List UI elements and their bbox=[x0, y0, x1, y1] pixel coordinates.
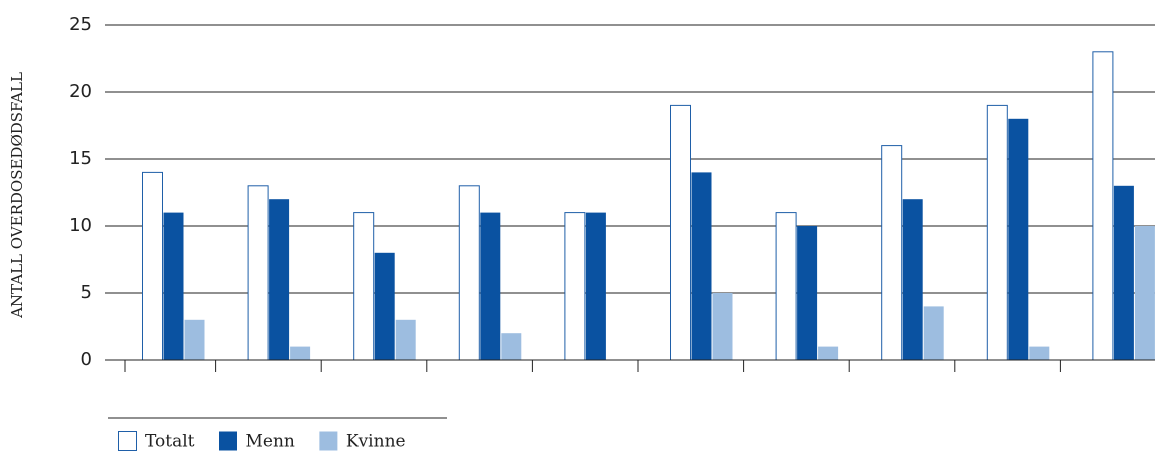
bar bbox=[353, 212, 375, 361]
y-tick-label: 15 bbox=[69, 148, 92, 169]
bar bbox=[184, 319, 205, 360]
bar bbox=[670, 104, 691, 361]
bar bbox=[923, 306, 944, 360]
bar bbox=[691, 172, 712, 360]
bar bbox=[1113, 185, 1134, 360]
bar bbox=[247, 185, 269, 361]
y-tick-label: 0 bbox=[81, 349, 92, 370]
bar bbox=[797, 226, 818, 360]
bar bbox=[564, 212, 586, 361]
bar bbox=[902, 199, 923, 360]
y-tick-label: 20 bbox=[69, 81, 92, 102]
bar bbox=[142, 171, 163, 361]
legend-swatch bbox=[219, 431, 237, 451]
legend-label: Kvinne bbox=[346, 432, 406, 452]
y-tick-label: 10 bbox=[69, 215, 92, 236]
y-tick-label: 25 bbox=[69, 14, 92, 35]
legend-swatch bbox=[118, 431, 137, 451]
bar bbox=[881, 145, 903, 361]
bar bbox=[712, 293, 733, 360]
bar bbox=[163, 212, 184, 360]
bar bbox=[818, 346, 839, 360]
bar bbox=[501, 333, 522, 360]
bar bbox=[1134, 226, 1155, 360]
bar bbox=[290, 346, 311, 360]
bar bbox=[1008, 118, 1029, 360]
bar bbox=[480, 212, 501, 360]
bar bbox=[395, 319, 416, 360]
bar bbox=[585, 212, 606, 360]
legend-swatch bbox=[319, 431, 338, 451]
bar bbox=[458, 185, 480, 361]
bar bbox=[1029, 346, 1050, 360]
bar bbox=[1092, 51, 1114, 361]
bar bbox=[374, 252, 395, 360]
legend-label: Menn bbox=[246, 432, 295, 452]
bar bbox=[269, 199, 290, 360]
bar bbox=[775, 212, 797, 361]
y-tick-label: 5 bbox=[81, 282, 92, 303]
legend-label: Totalt bbox=[145, 432, 195, 452]
bar bbox=[986, 104, 1008, 361]
y-axis-label: ANTALL OVERDOSEDØDSFALL bbox=[8, 72, 26, 319]
